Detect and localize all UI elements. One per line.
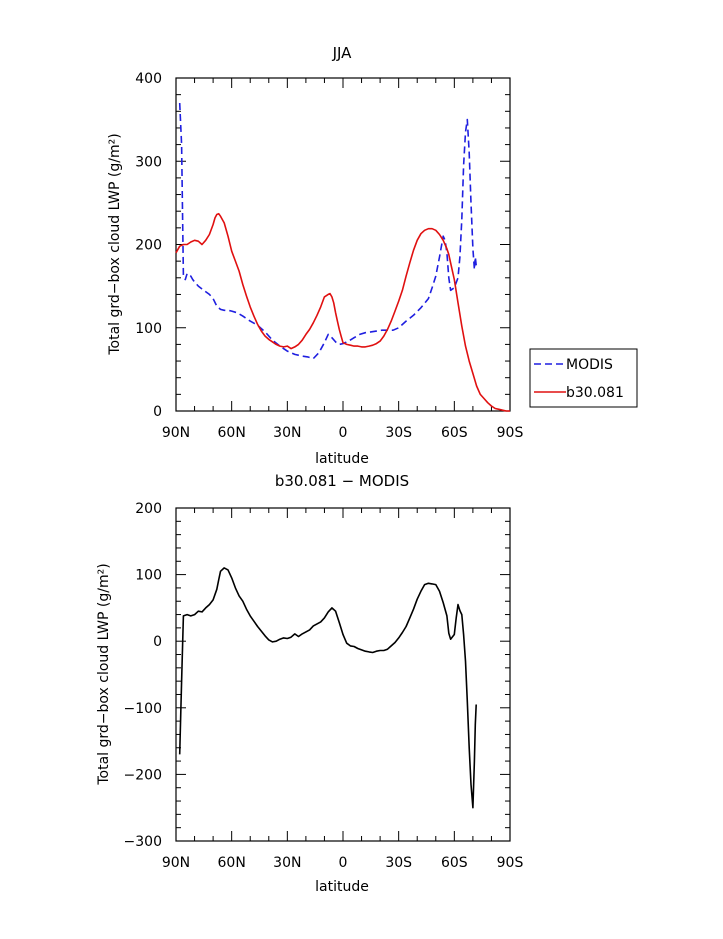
x-axis-label-bottom: latitude [315,879,369,895]
x-tick-label: 90S [497,425,524,441]
y-tick-label: 0 [153,404,162,420]
series-line-top-modis [178,102,477,360]
panel-top: JJA 90N 60N 30N 0 30S 60S 90S 0 100 200 300 400 lat… [107,44,523,467]
x-tick-label: 60N [218,425,246,441]
plot-lines-bottom [178,567,477,809]
x-tick-label: 90N [162,425,190,441]
chart-title-bottom: b30.081 − MODIS [275,472,409,490]
x-tick-label: 0 [339,425,348,441]
y-tick-label: −200 [124,767,162,783]
y-tick-label: 100 [135,321,162,337]
x-tick-label: 90S [497,855,524,871]
plot-frame-bottom [175,507,511,842]
x-tick-label: 60S [441,425,468,441]
legend-label-modis: MODIS [566,357,613,373]
x-tick-label: 60S [441,855,468,871]
x-tick-label: 60N [218,855,246,871]
y-axis-label-top: Total grd−box cloud LWP (g/m²) [107,133,123,355]
x-tick-label: 0 [339,855,348,871]
plot-lines-top [175,102,510,412]
y-tick-label: −100 [124,701,162,717]
panel-bottom: b30.081 − MODIS 90N 60N 30N 0 30S 60S 90S −300 −… [96,472,523,895]
y-tick-label: 200 [135,238,162,254]
axis-ticks-bottom: 90N 60N 30N 0 30S 60S 90S −300 −200 −100 0 100 200 [124,501,524,871]
x-axis-label-top: latitude [315,451,369,467]
series-line-top-b30-081 [175,212,510,412]
y-tick-label: 300 [135,154,162,170]
x-tick-label: 90N [162,855,190,871]
plot-frame-top [175,77,511,412]
legend-frame [529,348,638,408]
y-tick-label: 100 [135,568,162,584]
y-tick-label: 0 [153,634,162,650]
legend-label-b30: b30.081 [566,385,624,401]
x-tick-label: 30S [385,855,412,871]
y-axis-label-bottom: Total grd−box cloud LWP (g/m²) [96,563,112,785]
x-tick-label: 30N [273,425,301,441]
y-tick-label: −300 [124,834,162,850]
y-tick-label: 400 [135,71,162,87]
y-tick-label: 200 [135,501,162,517]
series-line-bottom-difference [178,567,477,809]
axis-ticks-top: 90N 60N 30N 0 30S 60S 90S 0 100 200 300 400 [135,71,523,441]
chart-title-top: JJA [332,44,353,62]
legend: MODIS b30.081 [529,348,638,408]
x-tick-label: 30S [385,425,412,441]
x-tick-label: 30N [273,855,301,871]
